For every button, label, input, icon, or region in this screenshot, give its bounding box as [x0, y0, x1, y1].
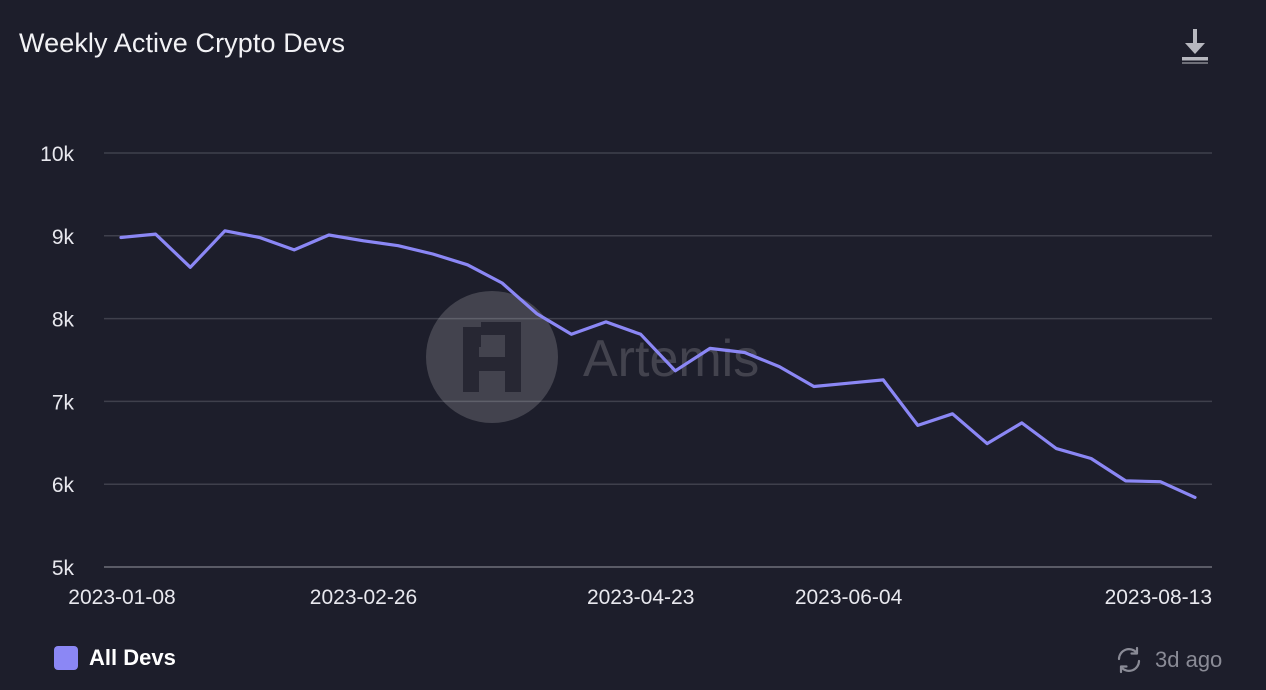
updated-text: 3d ago	[1155, 647, 1223, 672]
x-tick-label: 2023-01-08	[68, 586, 175, 609]
data-point[interactable]	[358, 235, 370, 247]
legend-label: All Devs	[89, 645, 176, 670]
watermark-text: Artemis	[583, 330, 759, 388]
data-point[interactable]	[531, 308, 543, 320]
data-point[interactable]	[808, 380, 820, 392]
data-point[interactable]	[773, 361, 785, 373]
data-point[interactable]	[392, 240, 404, 252]
refresh-status: 3d ago	[1115, 646, 1222, 674]
data-point[interactable]	[288, 244, 300, 256]
y-tick-label: 5k	[52, 557, 75, 580]
y-tick-label: 8k	[52, 309, 75, 332]
data-point[interactable]	[1085, 453, 1097, 465]
legend-item-all-devs[interactable]: All Devs	[54, 645, 176, 671]
y-tick-label: 9k	[52, 226, 75, 249]
data-point[interactable]	[739, 347, 751, 359]
data-point[interactable]	[1050, 443, 1062, 455]
data-point[interactable]	[1154, 476, 1166, 488]
data-point[interactable]	[184, 261, 196, 273]
data-point[interactable]	[323, 229, 335, 241]
legend-swatch	[54, 646, 78, 670]
download-icon[interactable]	[1178, 26, 1212, 68]
axes: 10k 9k 8k 7k 6k 5k 2023-01-08 2023-02-26 2023-04…	[40, 143, 1212, 609]
data-point[interactable]	[1016, 417, 1028, 429]
data-point[interactable]	[843, 377, 855, 389]
data-point[interactable]	[912, 419, 924, 431]
data-point[interactable]	[115, 231, 127, 243]
data-point[interactable]	[150, 228, 162, 240]
data-point[interactable]	[219, 225, 231, 237]
x-tick-label: 2023-08-13	[1105, 586, 1212, 609]
data-point[interactable]	[600, 316, 612, 328]
data-point[interactable]	[704, 342, 716, 354]
data-point[interactable]	[635, 328, 647, 340]
data-point[interactable]	[946, 408, 958, 420]
data-point[interactable]	[565, 328, 577, 340]
x-tick-label: 2023-04-23	[587, 586, 694, 609]
y-tick-label: 6k	[52, 474, 75, 497]
series-line-all-devs[interactable]	[119, 229, 1197, 499]
data-point[interactable]	[427, 248, 439, 260]
data-point[interactable]	[1120, 475, 1132, 487]
x-tick-label: 2023-02-26	[310, 586, 417, 609]
x-tick-label: 2023-06-04	[795, 586, 903, 609]
y-tick-label: 10k	[40, 143, 74, 166]
chart-title: Weekly Active Crypto Devs	[19, 28, 346, 58]
grid-lines	[104, 152, 1212, 568]
data-point[interactable]	[1189, 491, 1201, 503]
data-point[interactable]	[877, 374, 889, 386]
artemis-watermark: Artemis	[426, 291, 759, 423]
series-layer	[115, 225, 1201, 503]
data-point[interactable]	[669, 365, 681, 377]
data-point[interactable]	[254, 231, 266, 243]
refresh-icon[interactable]	[1115, 646, 1143, 674]
y-tick-label: 7k	[52, 391, 75, 414]
data-point[interactable]	[461, 259, 473, 271]
data-point[interactable]	[496, 277, 508, 289]
data-point[interactable]	[981, 438, 993, 450]
